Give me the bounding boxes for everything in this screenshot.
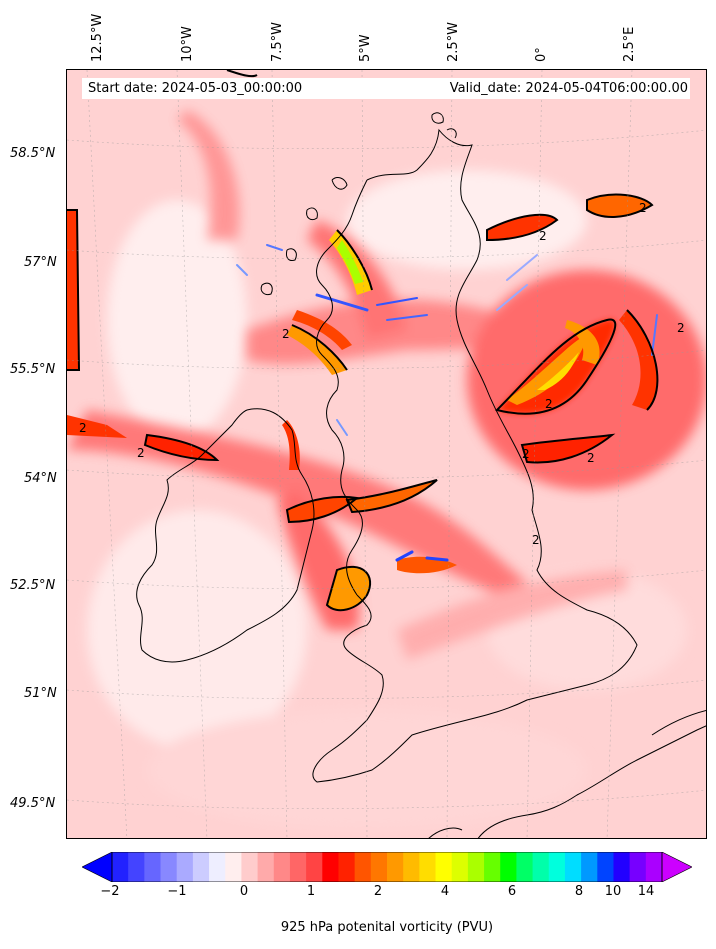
- colorbar-cell: [225, 852, 242, 882]
- colorbar-cell: [112, 852, 129, 882]
- colorbar-cell: [532, 852, 550, 882]
- colorbar-min-arrow: [82, 852, 113, 882]
- lat-label: 54°N: [24, 471, 57, 486]
- contour-label: 2: [677, 321, 685, 335]
- lon-label: 10°W: [180, 26, 195, 62]
- lon-label: 7.5°W: [270, 21, 285, 62]
- contour-label: 2: [137, 446, 145, 460]
- colorbar-cell: [484, 852, 501, 882]
- lat-label: 58.5°N: [10, 146, 56, 161]
- colorbar-tick: 10: [604, 884, 622, 899]
- lon-label: 2.5°W: [446, 21, 461, 62]
- colorbar-cell: [387, 852, 404, 882]
- pv-negative-streaks: [236, 244, 658, 562]
- colorbar-tick: 6: [507, 884, 517, 899]
- colorbar-cell: [160, 852, 178, 882]
- colorbar-cell: [581, 852, 598, 882]
- colorbar-cell: [564, 852, 582, 882]
- contour-label: 2: [539, 229, 547, 243]
- lat-label: 57°N: [24, 255, 57, 270]
- lat-label: 51°N: [24, 686, 57, 701]
- colorbar-cell: [419, 852, 437, 882]
- colorbar-cell: [516, 852, 534, 882]
- colorbar-cell: [354, 852, 372, 882]
- contour-label: 2: [532, 533, 540, 547]
- graticule: [67, 70, 706, 838]
- colorbar-cell: [257, 852, 275, 882]
- contour-labels: 2 2 2 2 2 2 2 2 2 2: [79, 201, 685, 547]
- colorbar-tick: 1: [306, 884, 316, 899]
- contour-label: 2: [522, 447, 530, 461]
- lat-label: 55.5°N: [10, 362, 56, 377]
- colorbar-cell: [500, 852, 517, 882]
- colorbar-tick: 14: [637, 884, 655, 899]
- lat-label: 49.5°N: [10, 796, 56, 811]
- colorbar-max-arrow: [661, 852, 692, 882]
- pv-high-features: [67, 194, 658, 611]
- colorbar-cell: [209, 852, 226, 882]
- colorbar-cell: [645, 852, 663, 882]
- start-date-label: Start date: 2024-05-03_00:00:00: [88, 81, 303, 96]
- colorbar-cell: [613, 852, 631, 882]
- colorbar: [82, 852, 692, 882]
- colorbar-cell: [289, 852, 307, 882]
- colorbar-cell: [467, 852, 485, 882]
- lon-label: 12.5°W: [90, 13, 105, 62]
- contour-label: 2: [545, 397, 553, 411]
- coastline: [136, 112, 706, 838]
- colorbar-cell: [548, 852, 566, 882]
- colorbar-tick: 4: [440, 884, 450, 899]
- colorbar-cell: [370, 852, 388, 882]
- colorbar-cell: [338, 852, 356, 882]
- colorbar-cell: [322, 852, 339, 882]
- colorbar-cell: [241, 852, 259, 882]
- lon-label: 0°: [534, 47, 549, 62]
- colorbar-cell: [403, 852, 420, 882]
- colorbar-tick: −2: [100, 884, 120, 899]
- colorbar-tick: 2: [373, 884, 383, 899]
- colorbar-cell: [306, 852, 323, 882]
- contour-label: 2: [587, 451, 595, 465]
- map-panel: 2 2 2 2 2 2 2 2 2 2: [66, 69, 707, 839]
- map-header: Start date: 2024-05-03_00:00:00 Valid_da…: [82, 78, 690, 99]
- pv-field-map: 2 2 2 2 2 2 2 2 2 2: [67, 70, 706, 838]
- valid-date-label: Valid_date: 2024-05-04T06:00:00.00: [449, 81, 688, 96]
- colorbar-cell: [176, 852, 194, 882]
- colorbar-cell: [451, 852, 469, 882]
- lon-label: 2.5°E: [622, 26, 637, 62]
- contour-label: 2: [639, 201, 647, 215]
- colorbar-cell: [128, 852, 145, 882]
- lon-label: 5°W: [358, 34, 373, 62]
- contour-label: 2: [79, 421, 87, 435]
- colorbar-tick: 0: [239, 884, 249, 899]
- colorbar-cell: [192, 852, 210, 882]
- colorbar-cell: [144, 852, 162, 882]
- colorbar-tick: −1: [167, 884, 187, 899]
- colorbar-cell: [435, 852, 453, 882]
- colorbar-cell: [629, 852, 647, 882]
- colorbar-cell: [597, 852, 614, 882]
- lat-label: 52.5°N: [10, 578, 56, 593]
- colorbar-tick: 8: [574, 884, 584, 899]
- contour-label: 2: [282, 327, 290, 341]
- colorbar-cell: [273, 852, 291, 882]
- colorbar-label: 925 hPa potenital vorticity (PVU): [280, 920, 494, 935]
